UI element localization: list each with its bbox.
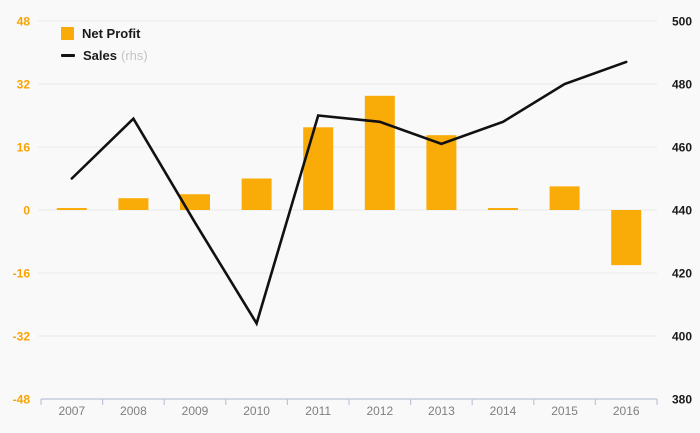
legend-sales-label: Sales (rhs)	[83, 48, 148, 63]
legend-sales-suffix: (rhs)	[120, 48, 148, 63]
x-axis-year-label: 2012	[366, 404, 393, 418]
net-profit-bar-2011	[303, 127, 334, 210]
right-axis-label: 400	[672, 330, 692, 344]
right-axis-label: 380	[672, 393, 692, 407]
net-profit-bar-2010	[241, 178, 272, 210]
net-profit-bar-2009	[180, 194, 210, 210]
net-profit-bar-2015	[549, 186, 580, 210]
net-profit-bar-2014	[488, 208, 518, 210]
legend-item-sales: Sales (rhs)	[61, 48, 148, 63]
chart-legend: Net Profit Sales (rhs)	[61, 26, 148, 63]
x-axis-year-label: 2007	[58, 404, 85, 418]
net-profit-bar-2008	[118, 198, 149, 210]
sales-line	[70, 60, 628, 327]
x-axis-year-label: 2009	[182, 404, 209, 418]
x-axis-year-label: 2013	[428, 404, 455, 418]
left-axis-label: 16	[17, 141, 31, 155]
right-axis-label: 420	[672, 267, 692, 281]
legend-net-profit-label: Net Profit	[82, 26, 141, 41]
net-profit-bar-2013	[426, 135, 457, 210]
right-axis-label: 460	[672, 141, 692, 155]
net-profit-bar-2012	[364, 95, 395, 210]
right-axis-label: 480	[672, 78, 692, 92]
right-axis-label: 500	[672, 15, 692, 29]
x-axis-year-label: 2011	[305, 404, 331, 418]
right-axis-label: 440	[672, 204, 692, 218]
x-axis-year-label: 2010	[243, 404, 270, 418]
left-axis-label: -32	[13, 330, 31, 344]
net-profit-swatch-icon	[61, 27, 74, 40]
left-axis-label: 48	[17, 15, 31, 29]
net-profit-bar-2007	[56, 208, 87, 210]
legend-item-net-profit: Net Profit	[61, 26, 148, 41]
x-axis-year-label: 2016	[613, 404, 640, 418]
left-axis-label: 32	[17, 78, 31, 92]
x-axis-year-label: 2008	[120, 404, 147, 418]
left-axis-label: -48	[13, 393, 31, 407]
net-profit-bar-2016	[611, 210, 642, 266]
x-axis-year-label: 2014	[490, 404, 517, 418]
sales-line-swatch-icon	[61, 54, 75, 57]
x-axis-year-label: 2015	[551, 404, 578, 418]
left-axis-label: -16	[13, 267, 31, 281]
left-axis-label: 0	[23, 204, 30, 218]
